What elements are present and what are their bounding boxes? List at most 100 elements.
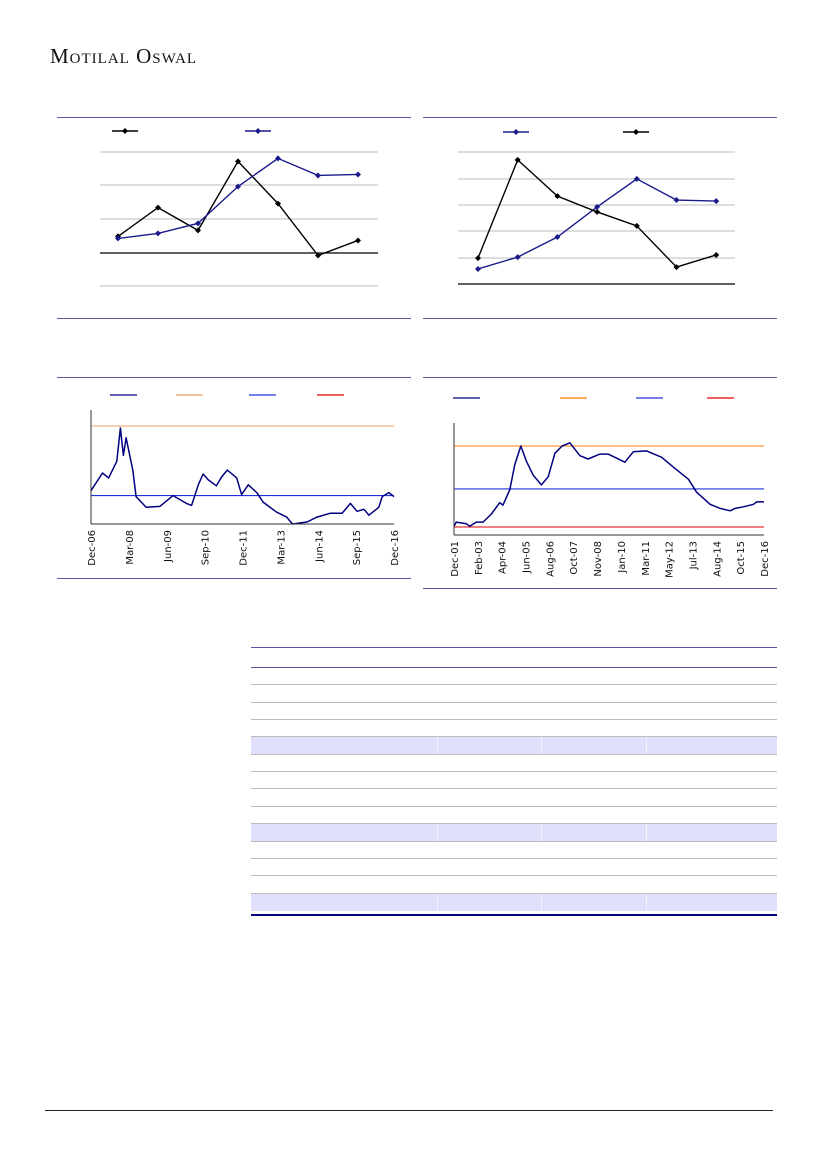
chart1-series-2-line [117, 157, 359, 240]
chart2-series-2-point [514, 156, 521, 163]
chart4-top-rule [423, 377, 777, 378]
chart4-x-tick-label: Aug-14 [712, 541, 723, 577]
table-column-divider [437, 737, 438, 754]
table-row [251, 737, 777, 755]
table-column-divider [646, 807, 647, 823]
table-row [251, 703, 777, 720]
table-column-divider [646, 703, 647, 719]
table-row [251, 685, 777, 703]
table-column-divider [541, 720, 542, 736]
chart4-x-tick-label: Jun-05 [522, 541, 533, 574]
chart2-legend-marker-1 [513, 129, 519, 135]
chart3-x-tick-label: Jun-09 [163, 530, 174, 563]
chart1-series-2-point [355, 171, 361, 178]
table-column-divider [646, 772, 647, 788]
chart3-x-tick-label: Sep-15 [352, 530, 363, 565]
table-column-divider [437, 755, 438, 771]
table-column-divider [541, 772, 542, 788]
chart1-series-2-point [195, 220, 201, 227]
table-column-divider [541, 894, 542, 911]
table-column-divider [437, 703, 438, 719]
chart2-series-1-point [633, 175, 640, 182]
table-column-divider [541, 668, 542, 684]
table-column-divider [541, 789, 542, 806]
table-column-divider [646, 668, 647, 684]
chart4-x-tick-label: Dec-01 [450, 541, 461, 577]
chart4-x-tick-label: May-12 [665, 541, 676, 578]
table-column-divider [437, 807, 438, 823]
chart1-series-1-point [315, 252, 321, 259]
table-column-divider [541, 685, 542, 702]
chart1-series-2-point [115, 235, 121, 242]
chart2-series-2-point [713, 251, 720, 258]
chart3-x-tick-label: Mar-13 [276, 530, 287, 565]
chart2-series-1-line [477, 178, 717, 270]
chart4-x-tick-label: Oct-15 [736, 541, 747, 575]
chart4-series-line [453, 442, 764, 527]
table-row [251, 859, 777, 876]
table-column-divider [541, 824, 542, 841]
chart4-x-tick-label: Mar-11 [641, 541, 652, 576]
chart4-x-tick-label: Jul-13 [688, 541, 699, 570]
table-row [251, 807, 777, 824]
table-column-divider [646, 685, 647, 702]
table-row [251, 755, 777, 772]
chart4-x-tick-label: Oct-07 [569, 541, 580, 575]
table-column-divider [541, 807, 542, 823]
chart2-series-2-point [554, 193, 561, 200]
table-column-divider [646, 755, 647, 771]
chart1-series-2-point [275, 155, 281, 162]
chart1-series-2-point [315, 172, 321, 179]
table-column-divider [437, 720, 438, 736]
chart2-series-1-point [673, 197, 680, 204]
chart4-x-tick-label: Aug-06 [545, 541, 556, 577]
table-column-divider [646, 789, 647, 806]
table-column-divider [541, 737, 542, 754]
table-row [251, 789, 777, 807]
chart4-x-tick-label: Feb-03 [474, 541, 485, 575]
chart1-top-rule [57, 117, 411, 118]
table-row [251, 824, 777, 842]
chart3-top-rule [57, 377, 411, 378]
chart2-series-2-point [475, 255, 481, 262]
table-column-divider [437, 685, 438, 702]
motilal-oswal-logo: Motilal Oswal [50, 44, 198, 68]
table-column-divider [646, 859, 647, 875]
table-column-divider [646, 824, 647, 841]
chart2-series-1-point [554, 234, 561, 241]
table-row [251, 772, 777, 789]
chart3-x-tick-label: Dec-06 [87, 530, 98, 566]
table-top-rule [251, 647, 777, 648]
table-column-divider [437, 668, 438, 684]
table-column-divider [646, 737, 647, 754]
footer-rule [45, 1110, 773, 1111]
chart2-series-2-point [673, 264, 680, 271]
chart2-series-2-point [633, 222, 640, 229]
chart1-bottom-rule [57, 318, 411, 319]
table-column-divider [437, 876, 438, 893]
chart2-series-1-point [713, 198, 720, 205]
chart4-x-tick-label: Nov-08 [593, 541, 604, 577]
table-column-divider [541, 859, 542, 875]
table-header-rule [251, 667, 777, 668]
chart2-bottom-rule [423, 318, 777, 319]
table-column-divider [646, 842, 647, 858]
table-column-divider [646, 876, 647, 893]
chart1-series-2-point [155, 230, 161, 237]
chart3-bottom-rule [57, 578, 411, 579]
table-column-divider [541, 842, 542, 858]
chart3-x-tick-label: Sep-10 [201, 530, 212, 565]
chart2-top-rule [423, 117, 777, 118]
table-row [251, 720, 777, 737]
table-column-divider [541, 876, 542, 893]
chart2-series-1-point [514, 254, 521, 261]
chart3-series-line [90, 427, 395, 525]
chart2-series-1-point [475, 265, 481, 272]
table-column-divider [437, 772, 438, 788]
chart4-x-tick-label: Dec-16 [760, 541, 771, 577]
table-row [251, 668, 777, 685]
chart4-bottom-rule [423, 588, 777, 589]
chart1-series-1-point [195, 227, 201, 234]
chart1-series-1-point [355, 237, 361, 244]
chart2-series-2-point [594, 208, 601, 215]
